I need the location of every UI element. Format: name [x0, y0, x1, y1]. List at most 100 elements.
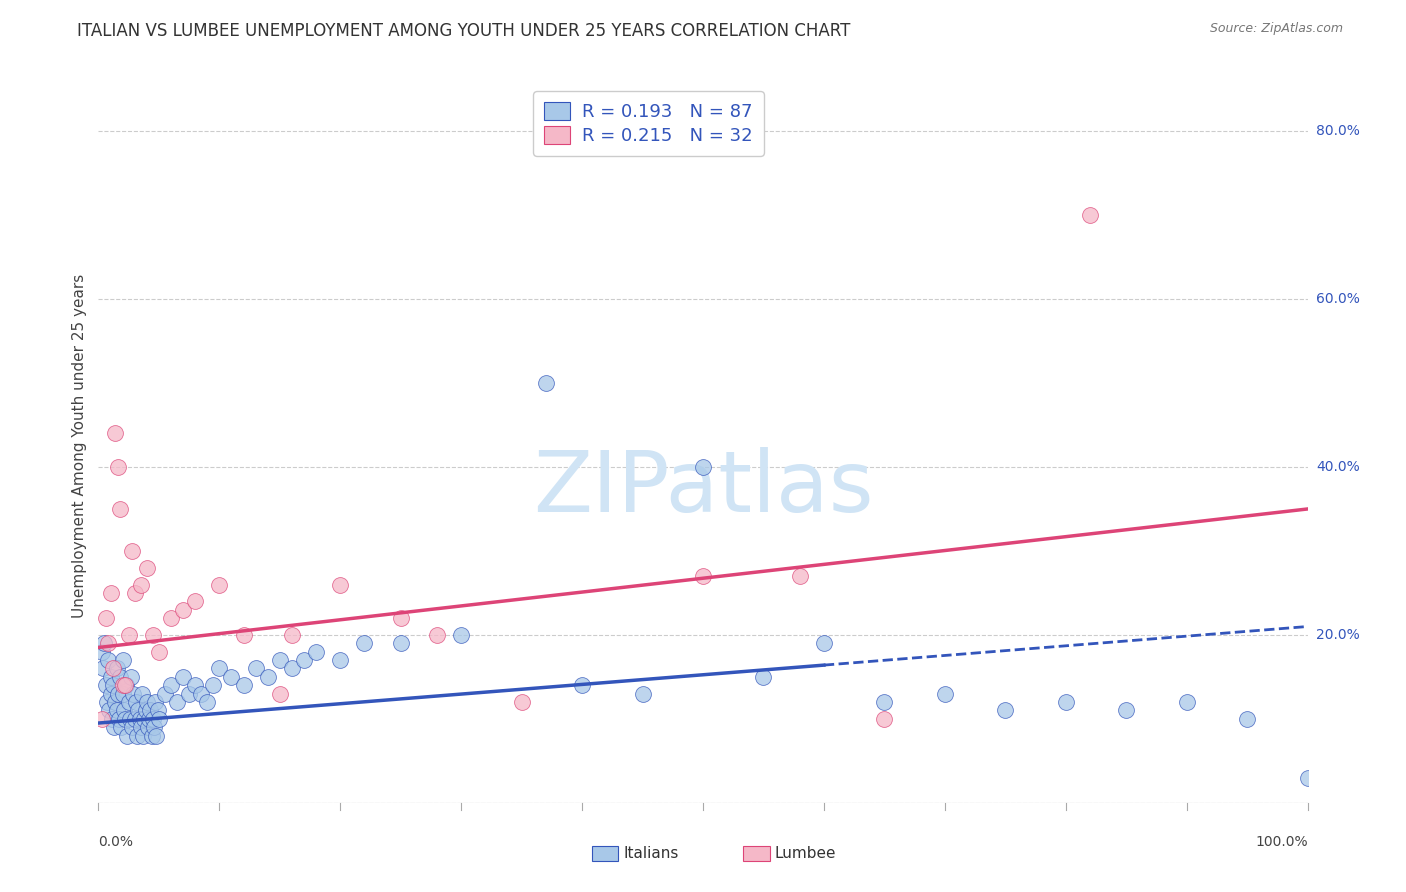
Point — [232, 678, 254, 692]
Point — [101, 678, 124, 692]
Point — [127, 729, 149, 743]
Point — [292, 653, 315, 667]
Point — [141, 729, 163, 743]
Point — [122, 687, 145, 701]
Point — [107, 687, 129, 701]
Point — [148, 712, 170, 726]
Point — [101, 661, 124, 675]
Point — [281, 628, 304, 642]
Point — [172, 603, 194, 617]
Text: Italians: Italians — [623, 846, 679, 861]
Point — [269, 653, 291, 667]
Point — [124, 586, 146, 600]
Point — [100, 712, 122, 726]
Point — [100, 586, 122, 600]
Point — [166, 695, 188, 709]
Point — [96, 695, 118, 709]
Point — [934, 687, 956, 701]
Point — [97, 636, 120, 650]
Point — [97, 653, 120, 667]
Point — [305, 645, 328, 659]
Point — [135, 695, 157, 709]
Text: 40.0%: 40.0% — [1316, 460, 1360, 474]
Point — [631, 687, 654, 701]
Point — [108, 670, 131, 684]
Text: 0.0%: 0.0% — [98, 835, 134, 849]
Point — [190, 687, 212, 701]
Point — [108, 502, 131, 516]
Point — [1054, 695, 1077, 709]
Point — [256, 670, 278, 684]
Point — [139, 703, 162, 717]
Point — [353, 636, 375, 650]
Point — [184, 678, 207, 692]
Text: Source: ZipAtlas.com: Source: ZipAtlas.com — [1209, 22, 1343, 36]
Point — [450, 628, 472, 642]
Point — [100, 687, 122, 701]
Point — [143, 720, 166, 734]
Point — [1115, 703, 1137, 717]
Point — [329, 653, 352, 667]
Text: Lumbee: Lumbee — [775, 846, 835, 861]
Point — [135, 703, 157, 717]
Point — [752, 670, 775, 684]
Point — [127, 703, 149, 717]
Point — [118, 628, 141, 642]
Point — [281, 661, 304, 675]
Point — [104, 695, 127, 709]
Point — [135, 560, 157, 574]
Point — [114, 712, 136, 726]
Point — [112, 703, 135, 717]
Point — [571, 678, 593, 692]
Point — [208, 661, 231, 675]
Point — [510, 695, 533, 709]
Text: 20.0%: 20.0% — [1316, 628, 1360, 642]
Point — [91, 712, 114, 726]
Point — [389, 611, 412, 625]
Point — [107, 460, 129, 475]
Point — [160, 678, 183, 692]
Point — [873, 695, 896, 709]
Point — [134, 712, 156, 726]
Point — [121, 544, 143, 558]
Point — [160, 611, 183, 625]
Point — [120, 670, 142, 684]
Point — [111, 678, 134, 692]
Point — [91, 661, 114, 675]
Text: 80.0%: 80.0% — [1316, 124, 1360, 138]
Point — [105, 703, 128, 717]
Point — [245, 661, 267, 675]
Point — [534, 376, 557, 390]
Point — [221, 670, 243, 684]
Point — [138, 712, 160, 726]
Point — [117, 729, 139, 743]
Point — [129, 577, 152, 591]
Y-axis label: Unemployment Among Youth under 25 years: Unemployment Among Youth under 25 years — [72, 274, 87, 618]
Point — [103, 720, 125, 734]
Legend: R = 0.193   N = 87, R = 0.215   N = 32: R = 0.193 N = 87, R = 0.215 N = 32 — [533, 91, 763, 156]
Point — [146, 703, 169, 717]
Point — [94, 611, 117, 625]
Point — [132, 729, 155, 743]
Point — [110, 720, 132, 734]
Point — [128, 712, 150, 726]
Point — [124, 712, 146, 726]
Point — [104, 426, 127, 441]
Point — [1078, 208, 1101, 222]
Point — [118, 712, 141, 726]
Point — [692, 569, 714, 583]
Point — [172, 670, 194, 684]
Point — [813, 636, 835, 650]
Point — [100, 670, 122, 684]
Point — [1175, 695, 1198, 709]
Point — [121, 720, 143, 734]
Point — [93, 636, 115, 650]
Point — [426, 628, 449, 642]
Point — [131, 687, 153, 701]
Point — [1296, 771, 1319, 785]
Point — [136, 720, 159, 734]
Point — [125, 695, 148, 709]
Point — [145, 729, 167, 743]
Point — [105, 661, 128, 675]
Point — [1236, 712, 1258, 726]
